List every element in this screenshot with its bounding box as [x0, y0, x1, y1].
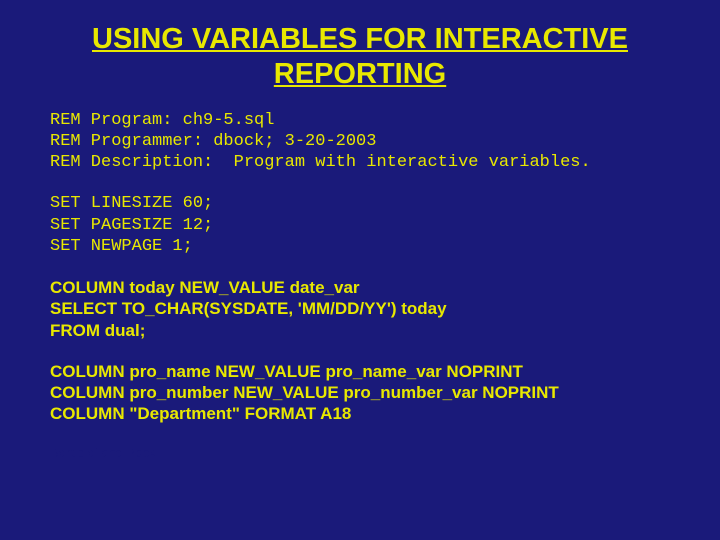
col2-line-3: COLUMN "Department" FORMAT A18	[50, 403, 670, 424]
col1-line-1: COLUMN today NEW_VALUE date_var	[50, 277, 670, 298]
set-block: SET LINESIZE 60; SET PAGESIZE 12; SET NE…	[50, 193, 670, 257]
col2-line-1: COLUMN pro_name NEW_VALUE pro_name_var N…	[50, 361, 670, 382]
slide-title: USING VARIABLES FOR INTERACTIVE REPORTIN…	[50, 22, 670, 92]
col1-line-2: SELECT TO_CHAR(SYSDATE, 'MM/DD/YY') toda…	[50, 298, 670, 319]
rem-line-1: REM Program: ch9-5.sql	[50, 111, 274, 130]
footer-credit: Bordoloi and Bock	[50, 445, 670, 460]
rem-block: REM Program: ch9-5.sql REM Programmer: d…	[50, 110, 670, 174]
column-block-1: COLUMN today NEW_VALUE date_var SELECT T…	[50, 277, 670, 341]
set-line-1: SET LINESIZE 60;	[50, 194, 213, 213]
column-block-2: COLUMN pro_name NEW_VALUE pro_name_var N…	[50, 361, 670, 425]
rem-line-2: REM Programmer: dbock; 3-20-2003	[50, 132, 376, 151]
rem-line-3: REM Description: Program with interactiv…	[50, 153, 591, 172]
set-line-2: SET PAGESIZE 12;	[50, 216, 213, 235]
col1-line-3: FROM dual;	[50, 320, 670, 341]
set-line-3: SET NEWPAGE 1;	[50, 237, 193, 256]
col2-line-2: COLUMN pro_number NEW_VALUE pro_number_v…	[50, 382, 670, 403]
